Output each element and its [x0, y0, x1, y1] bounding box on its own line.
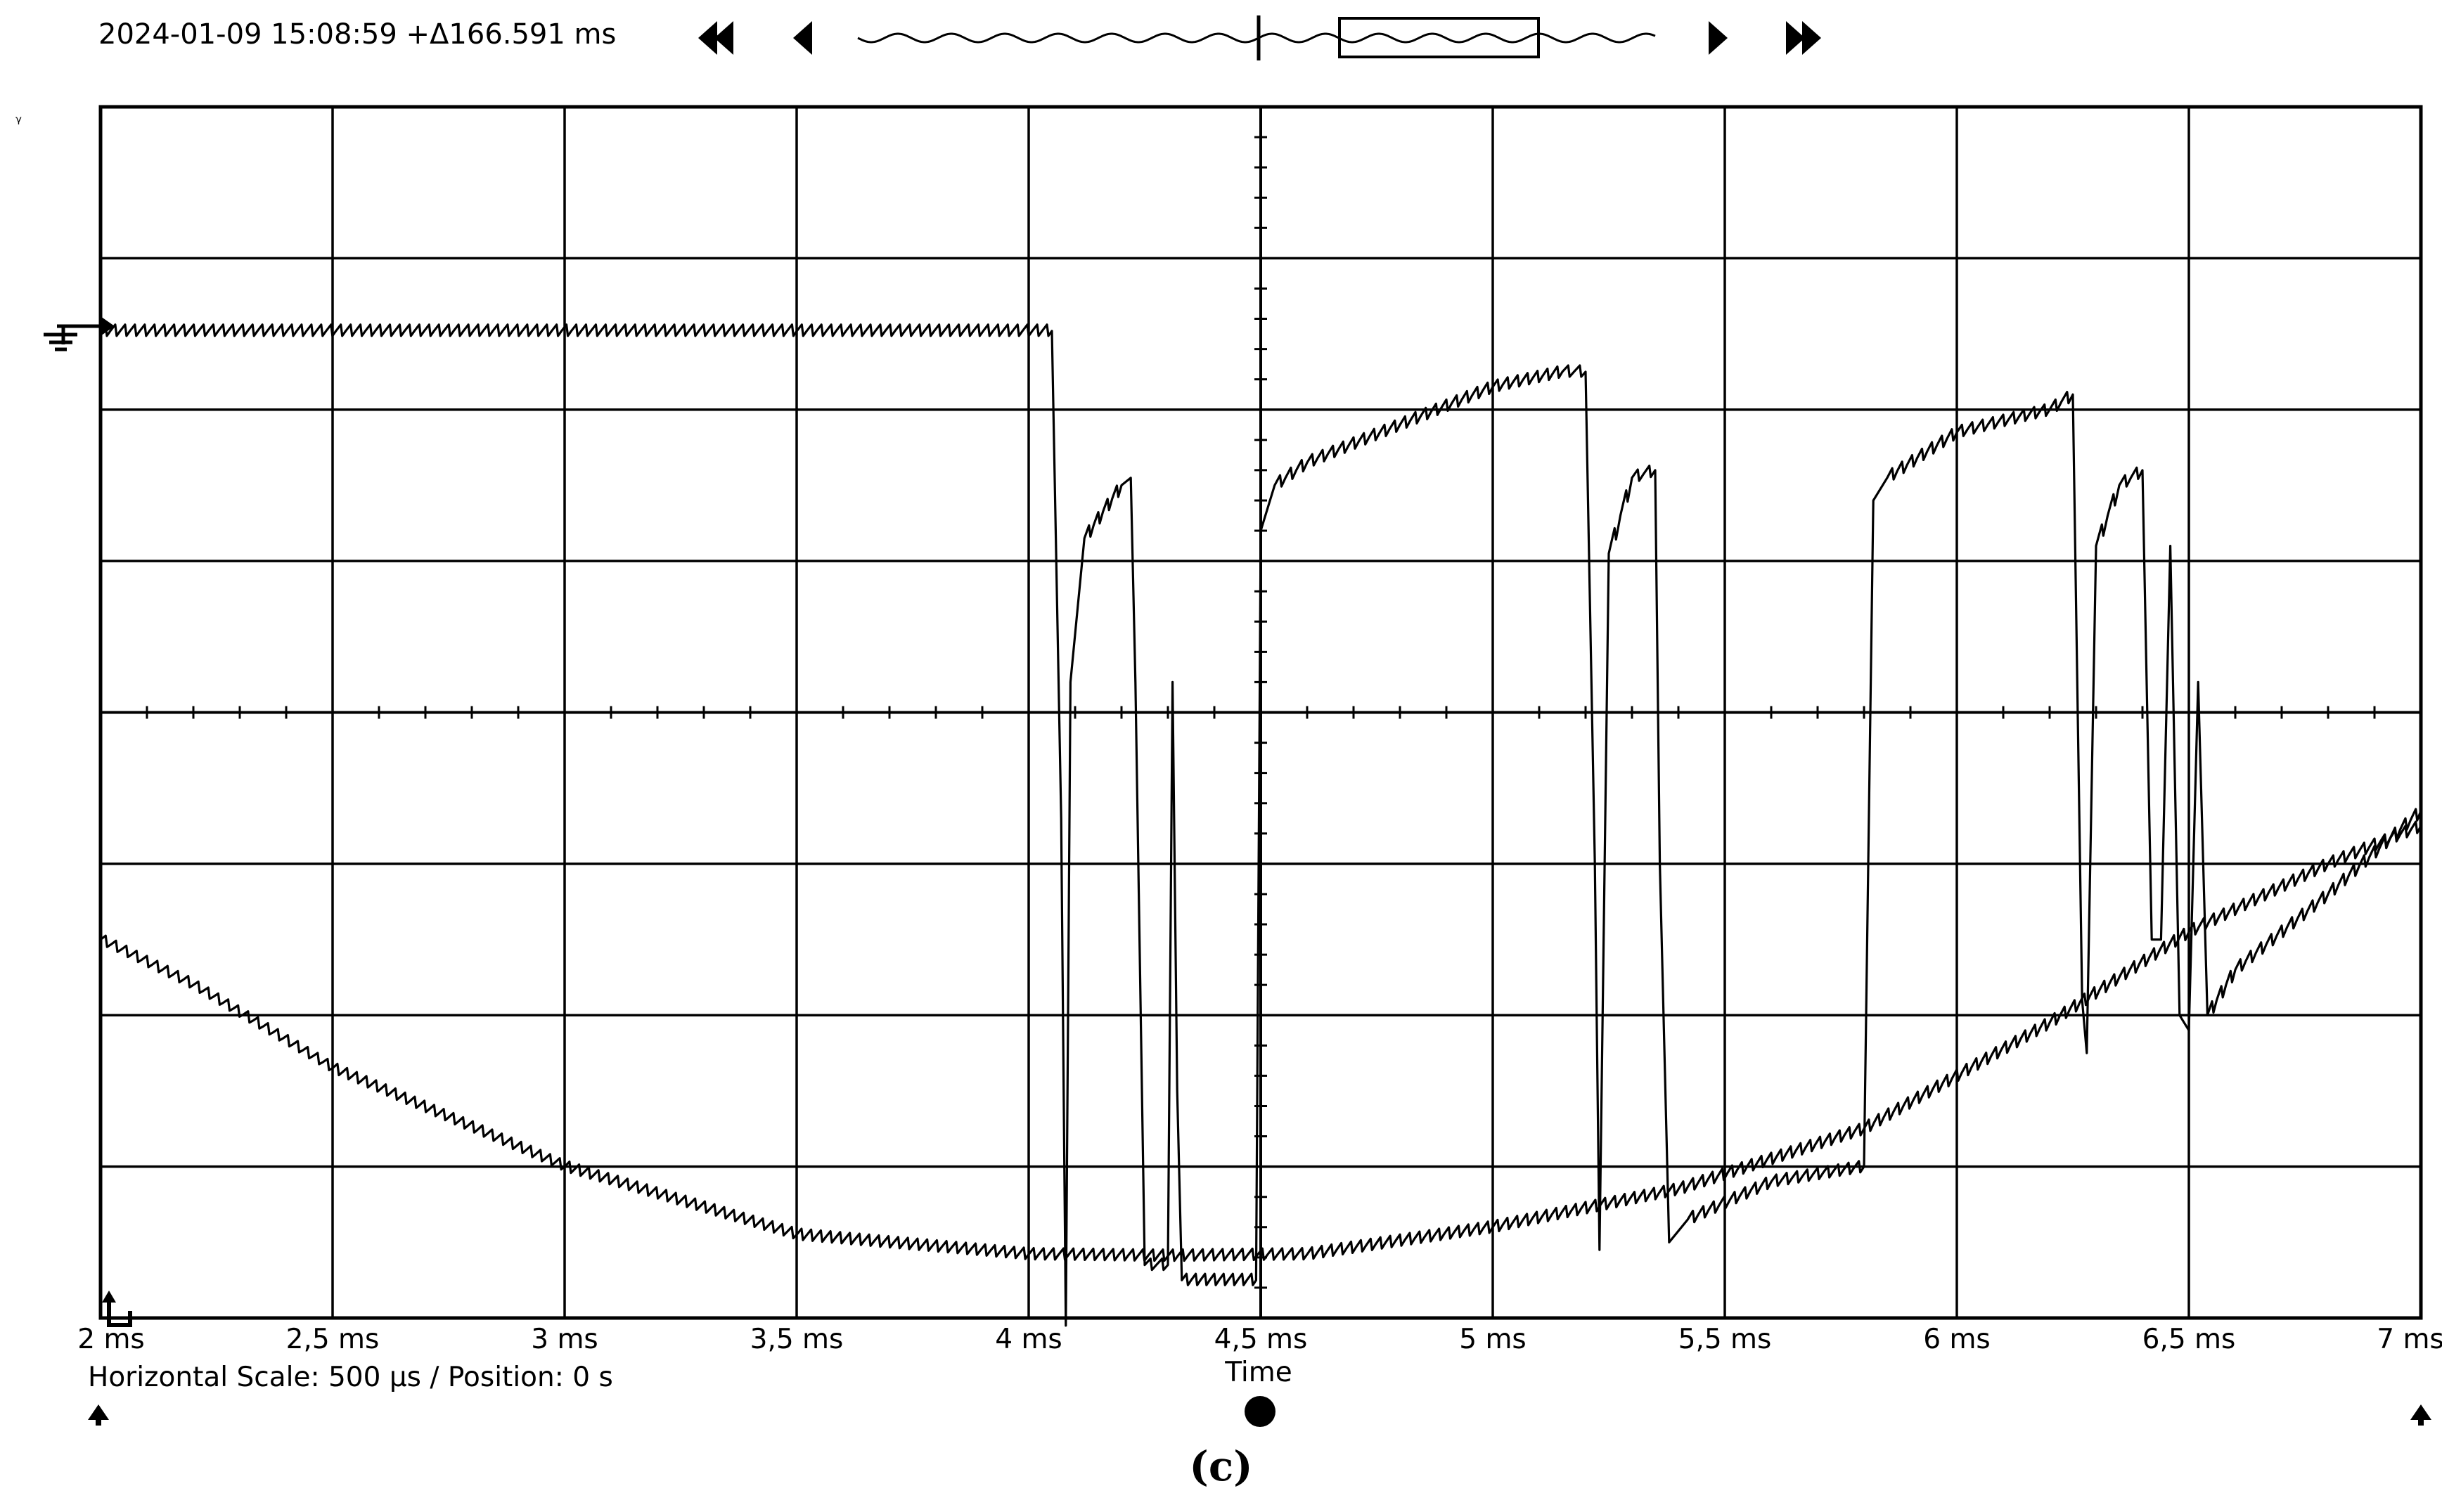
overview-viewport-box[interactable]: [1338, 17, 1540, 58]
x-tick-label: 6 ms: [1923, 1324, 1991, 1355]
step-back-icon[interactable]: [793, 21, 812, 55]
timestamp-readout: 2024-01-09 15:08:59 +Δ166.591 ms: [98, 18, 616, 51]
x-tick-label: 5,5 ms: [1678, 1324, 1772, 1355]
up-arrow-icon[interactable]: [2410, 1404, 2431, 1426]
x-tick-label: 4,5 ms: [1214, 1324, 1308, 1355]
waveform-traces: [99, 323, 2422, 1327]
minor-ticks: [99, 105, 2422, 1319]
up-arrow-icon[interactable]: [88, 1404, 109, 1426]
step-forward-icon[interactable]: [1709, 21, 1728, 55]
x-axis-title: Time: [1224, 1357, 1292, 1388]
figure-caption: (c): [1189, 1442, 1253, 1490]
trace-line: [100, 820, 2422, 1262]
x-tick-label: 3 ms: [531, 1324, 598, 1355]
x-tick-label: 5 ms: [1459, 1324, 1527, 1355]
x-tick-label: 4 ms: [995, 1324, 1062, 1355]
channel-glyph: ᵞ: [15, 112, 22, 132]
record-button-icon[interactable]: [1245, 1396, 1275, 1427]
ground-marker-icon[interactable]: [41, 316, 115, 351]
x-axis-tick-labels: 2 ms 2,5 ms 3 ms 3,5 ms 4 ms 4,5 ms 5 ms 5,5 ms…: [77, 1324, 2442, 1355]
x-tick-label: 7 ms: [2377, 1324, 2442, 1355]
trigger-marker-icon[interactable]: [102, 1291, 132, 1327]
horizontal-scale-readout: Horizontal Scale: 500 µs / Position: 0 s: [88, 1362, 613, 1393]
x-tick-label: 3,5 ms: [750, 1324, 844, 1355]
rewind-fast-icon[interactable]: [698, 21, 733, 55]
waveform-overview-icon[interactable]: [857, 15, 1656, 60]
trace-line: [99, 323, 2422, 1327]
x-tick-label: 2 ms: [77, 1324, 145, 1355]
x-tick-label: 6,5 ms: [2142, 1324, 2236, 1355]
forward-fast-icon[interactable]: [1786, 21, 1821, 55]
x-tick-label: 2,5 ms: [286, 1324, 380, 1355]
